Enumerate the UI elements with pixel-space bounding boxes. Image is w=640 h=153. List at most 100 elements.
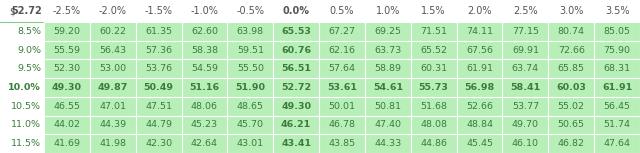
Text: 46.82: 46.82: [557, 139, 585, 148]
Text: -2.5%: -2.5%: [53, 6, 81, 16]
Text: 67.27: 67.27: [328, 27, 355, 36]
Text: 45.70: 45.70: [237, 120, 264, 129]
Text: 65.52: 65.52: [420, 46, 447, 55]
Text: 60.76: 60.76: [281, 46, 311, 55]
Text: 48.06: 48.06: [191, 102, 218, 111]
Text: 58.38: 58.38: [191, 46, 218, 55]
Text: 56.98: 56.98: [465, 83, 495, 92]
Text: 77.15: 77.15: [512, 27, 539, 36]
Text: 42.64: 42.64: [191, 139, 218, 148]
Text: 1.5%: 1.5%: [422, 6, 446, 16]
Text: 42.30: 42.30: [145, 139, 172, 148]
Text: 62.16: 62.16: [328, 46, 355, 55]
Text: 48.08: 48.08: [420, 120, 447, 129]
Text: 57.64: 57.64: [328, 64, 355, 73]
Text: 48.84: 48.84: [466, 120, 493, 129]
Text: 47.40: 47.40: [374, 120, 401, 129]
Text: 44.39: 44.39: [99, 120, 126, 129]
Text: 2.5%: 2.5%: [513, 6, 538, 16]
Text: 44.33: 44.33: [374, 139, 401, 148]
Text: 9.0%: 9.0%: [17, 46, 41, 55]
Text: 3.5%: 3.5%: [605, 6, 629, 16]
Bar: [44, 22, 640, 153]
Text: 60.22: 60.22: [99, 27, 126, 36]
Text: 69.25: 69.25: [374, 27, 401, 36]
Text: 61.91: 61.91: [466, 64, 493, 73]
Text: 71.51: 71.51: [420, 27, 447, 36]
Text: 56.45: 56.45: [604, 102, 630, 111]
Text: 1.0%: 1.0%: [376, 6, 400, 16]
Text: 53.61: 53.61: [327, 83, 357, 92]
Bar: [0, 22, 44, 153]
Text: 11.0%: 11.0%: [11, 120, 41, 129]
Text: 55.50: 55.50: [237, 64, 264, 73]
Text: 43.01: 43.01: [237, 139, 264, 148]
Text: 51.16: 51.16: [189, 83, 220, 92]
Text: 60.03: 60.03: [556, 83, 586, 92]
Text: 51.74: 51.74: [604, 120, 630, 129]
Text: 43.85: 43.85: [328, 139, 356, 148]
Text: 10.0%: 10.0%: [8, 83, 41, 92]
Text: 74.11: 74.11: [466, 27, 493, 36]
Text: 61.35: 61.35: [145, 27, 172, 36]
Text: -1.0%: -1.0%: [191, 6, 218, 16]
Text: 3.0%: 3.0%: [559, 6, 584, 16]
Text: 65.85: 65.85: [557, 64, 585, 73]
Text: 62.60: 62.60: [191, 27, 218, 36]
Text: 54.61: 54.61: [372, 83, 403, 92]
Text: 59.20: 59.20: [53, 27, 81, 36]
Text: 46.78: 46.78: [328, 120, 355, 129]
Text: 10.5%: 10.5%: [11, 102, 41, 111]
Text: 41.98: 41.98: [99, 139, 126, 148]
Text: 52.66: 52.66: [466, 102, 493, 111]
Text: 52.72: 52.72: [12, 6, 42, 16]
Text: 2.0%: 2.0%: [467, 6, 492, 16]
Text: 63.98: 63.98: [237, 27, 264, 36]
Text: 49.87: 49.87: [97, 83, 128, 92]
Text: 41.69: 41.69: [53, 139, 81, 148]
Text: 53.00: 53.00: [99, 64, 126, 73]
Text: 47.64: 47.64: [604, 139, 630, 148]
Text: 46.55: 46.55: [53, 102, 81, 111]
Text: 49.70: 49.70: [512, 120, 539, 129]
Text: 55.02: 55.02: [557, 102, 585, 111]
Text: 53.76: 53.76: [145, 64, 172, 73]
Text: 85.05: 85.05: [604, 27, 630, 36]
Text: 52.30: 52.30: [53, 64, 81, 73]
Text: 72.66: 72.66: [557, 46, 585, 55]
Text: 44.79: 44.79: [145, 120, 172, 129]
Text: 46.21: 46.21: [281, 120, 311, 129]
Text: 46.10: 46.10: [512, 139, 539, 148]
Bar: [0, 0, 640, 22]
Text: 61.91: 61.91: [602, 83, 632, 92]
Text: 56.51: 56.51: [281, 64, 311, 73]
Text: 60.31: 60.31: [420, 64, 447, 73]
Text: -1.5%: -1.5%: [145, 6, 173, 16]
Text: 45.45: 45.45: [466, 139, 493, 148]
Text: 44.02: 44.02: [53, 120, 81, 129]
Text: 44.86: 44.86: [420, 139, 447, 148]
Text: 63.74: 63.74: [512, 64, 539, 73]
Text: 53.77: 53.77: [512, 102, 539, 111]
Text: 50.81: 50.81: [374, 102, 401, 111]
Text: -0.5%: -0.5%: [236, 6, 264, 16]
Text: 8.5%: 8.5%: [17, 27, 41, 36]
Text: 55.59: 55.59: [53, 46, 81, 55]
Text: 75.90: 75.90: [604, 46, 630, 55]
Text: 47.01: 47.01: [99, 102, 126, 111]
Text: 63.73: 63.73: [374, 46, 401, 55]
Text: 68.31: 68.31: [604, 64, 630, 73]
Text: 50.49: 50.49: [143, 83, 173, 92]
Text: 52.72: 52.72: [281, 83, 311, 92]
Text: 56.43: 56.43: [99, 46, 126, 55]
Text: 51.68: 51.68: [420, 102, 447, 111]
Text: 49.30: 49.30: [281, 102, 311, 111]
Text: 58.41: 58.41: [510, 83, 541, 92]
Text: 58.89: 58.89: [374, 64, 401, 73]
Text: 67.56: 67.56: [466, 46, 493, 55]
Text: 11.5%: 11.5%: [11, 139, 41, 148]
Text: 0.0%: 0.0%: [283, 6, 310, 16]
Text: $: $: [9, 6, 15, 16]
Text: 59.51: 59.51: [237, 46, 264, 55]
Text: 55.73: 55.73: [419, 83, 449, 92]
